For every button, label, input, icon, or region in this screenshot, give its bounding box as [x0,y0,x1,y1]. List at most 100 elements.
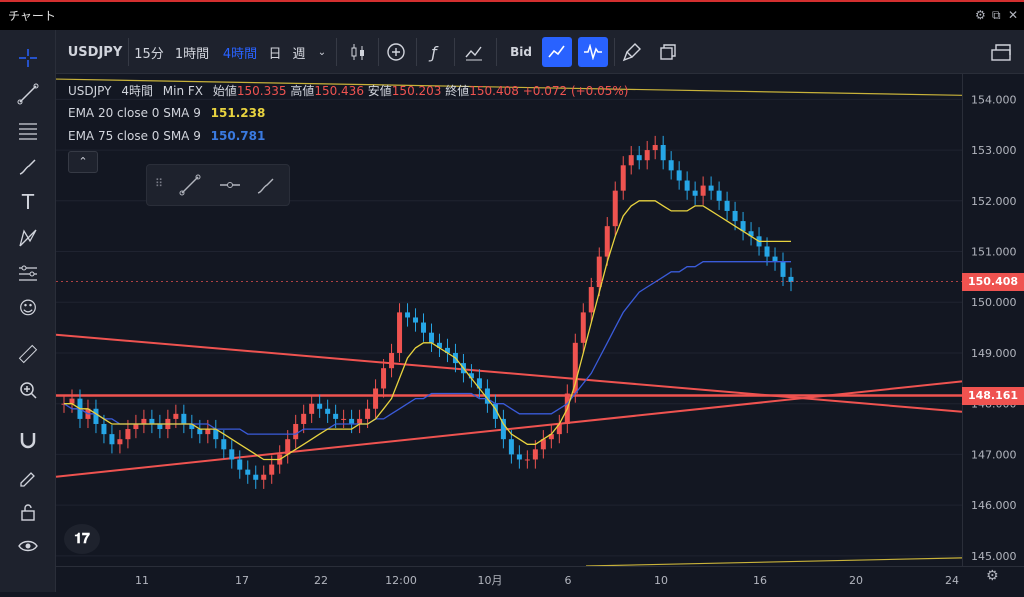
symbol-button[interactable]: USDJPY [67,44,123,60]
candle-body [173,413,179,419]
candle-body [780,261,786,277]
candle-body [397,312,403,353]
price-tick-label: 153.000 [971,144,1017,157]
candle-body [436,342,442,348]
time-tick-label: 11 [135,574,149,587]
candle-body [229,449,235,460]
divider [378,38,379,66]
candle-body [389,352,395,369]
candle-body [444,347,450,353]
candle-body [676,170,682,181]
candle-body [269,464,275,475]
candle-body [149,418,155,424]
candle-body [341,418,347,420]
candle-body [189,423,195,430]
text-tool-icon[interactable]: T [21,190,35,214]
price-axis[interactable]: 154.000 153.000 152.000 151.000 150.000 149.0… [962,74,1024,566]
time-tick-label: 16 [753,574,767,587]
price-axis-labels: 154.000 153.000 152.000 151.000 150.000 149.0… [971,93,1017,563]
lock-icon[interactable] [14,498,42,526]
drag-handle-icon[interactable]: ⠿ [155,177,164,190]
pattern-tool-icon[interactable] [14,224,42,252]
price-tick-label: 145.000 [971,550,1017,563]
candle-body [213,429,219,440]
interval-week[interactable]: 週 [292,46,306,62]
lock-drawing-icon[interactable] [14,462,42,490]
candle-body [317,403,323,409]
candle-body [604,226,610,257]
interval-day[interactable]: 日 [268,46,282,62]
chart-area[interactable] [56,74,962,566]
candle-body [772,256,778,262]
channel-upper-line [56,78,962,96]
bid-button[interactable]: Bid [510,45,532,59]
candle-body [381,368,387,389]
candle-body [285,439,291,455]
forecast-tool-icon[interactable] [14,260,42,288]
top-toolbar: USDJPY 15分 1時間 4時間 日 週 ⌄ ƒ Bid [56,30,1024,74]
legend-interval: 4時間 [121,84,153,98]
candle-body [325,408,331,414]
brush-tool-icon[interactable] [14,152,42,180]
candle-body [293,423,299,440]
interval-15m[interactable]: 15分 [134,46,164,62]
tradingview-logo-icon[interactable]: 𝟏𝟕 [64,524,100,554]
candle-body [716,190,722,201]
close-icon[interactable]: ✕ [1008,8,1019,22]
compare-icon[interactable] [382,30,410,74]
candle-body [708,185,714,191]
axis-settings-icon[interactable]: ⚙ [986,568,999,584]
drawing-toolbar: T ☺ [0,30,56,592]
candle-body [484,388,490,404]
candle-body [700,185,706,196]
visibility-icon[interactable] [14,532,42,560]
zoom-icon[interactable] [14,376,42,404]
price-chart [56,78,962,566]
trendline-tool-icon[interactable] [14,80,42,108]
crosshair-icon[interactable] [14,44,42,72]
settings-icon[interactable]: ⚙ [975,8,986,22]
layout-icon[interactable] [986,30,1016,74]
trend-line-descending [56,333,962,413]
candle-body [508,439,514,455]
time-tick-label: 12:00 [385,574,417,587]
horizontal-line-icon[interactable] [219,174,241,200]
candles-icon[interactable] [344,30,372,74]
line-tool-icon[interactable] [179,174,201,200]
chevron-down-icon[interactable]: ⌄ [317,46,327,58]
interval-4h[interactable]: 4時間 [222,46,258,62]
candle-body [237,459,243,470]
price-tick-label: 146.000 [971,499,1017,512]
candle-body [684,180,690,191]
popout-icon[interactable]: ⧉ [992,8,1001,22]
paint-brush-icon[interactable] [618,30,646,74]
strategy-icon[interactable] [460,30,488,74]
indicators-icon[interactable]: ƒ [431,42,437,62]
horizontal-line-price-label: 148.161 [962,386,1024,405]
price-tick-label: 152.000 [971,195,1017,208]
candle-body [740,221,746,232]
layers-icon[interactable] [654,30,682,74]
legend-close-label: 終値 [445,84,470,98]
candle-body [365,408,371,419]
candle-body [692,190,698,196]
fib-tool-icon[interactable] [14,116,42,144]
time-axis[interactable]: 11 17 22 12:00 10月 6 10 16 20 24 [56,566,1024,592]
magnet-icon[interactable] [14,426,42,454]
brush-icon[interactable] [255,174,277,200]
candle-body [109,434,115,445]
legend-low-label: 安値 [367,84,392,98]
interval-1h[interactable]: 1時間 [174,46,210,62]
candle-body [644,150,650,161]
candle-body [197,429,203,435]
candle-body [588,287,594,313]
candle-body [253,474,259,480]
ema75-line [63,261,791,435]
ruler-icon[interactable] [14,340,42,368]
emoji-tool-icon[interactable]: ☺ [18,297,38,319]
legend-high-label: 高値 [290,84,315,98]
pulse-icon[interactable] [578,37,608,67]
trade-chart-icon[interactable] [542,37,572,67]
legend-symbol: USDJPY [68,84,112,98]
collapse-legend-icon[interactable]: ⌃ [68,151,98,173]
